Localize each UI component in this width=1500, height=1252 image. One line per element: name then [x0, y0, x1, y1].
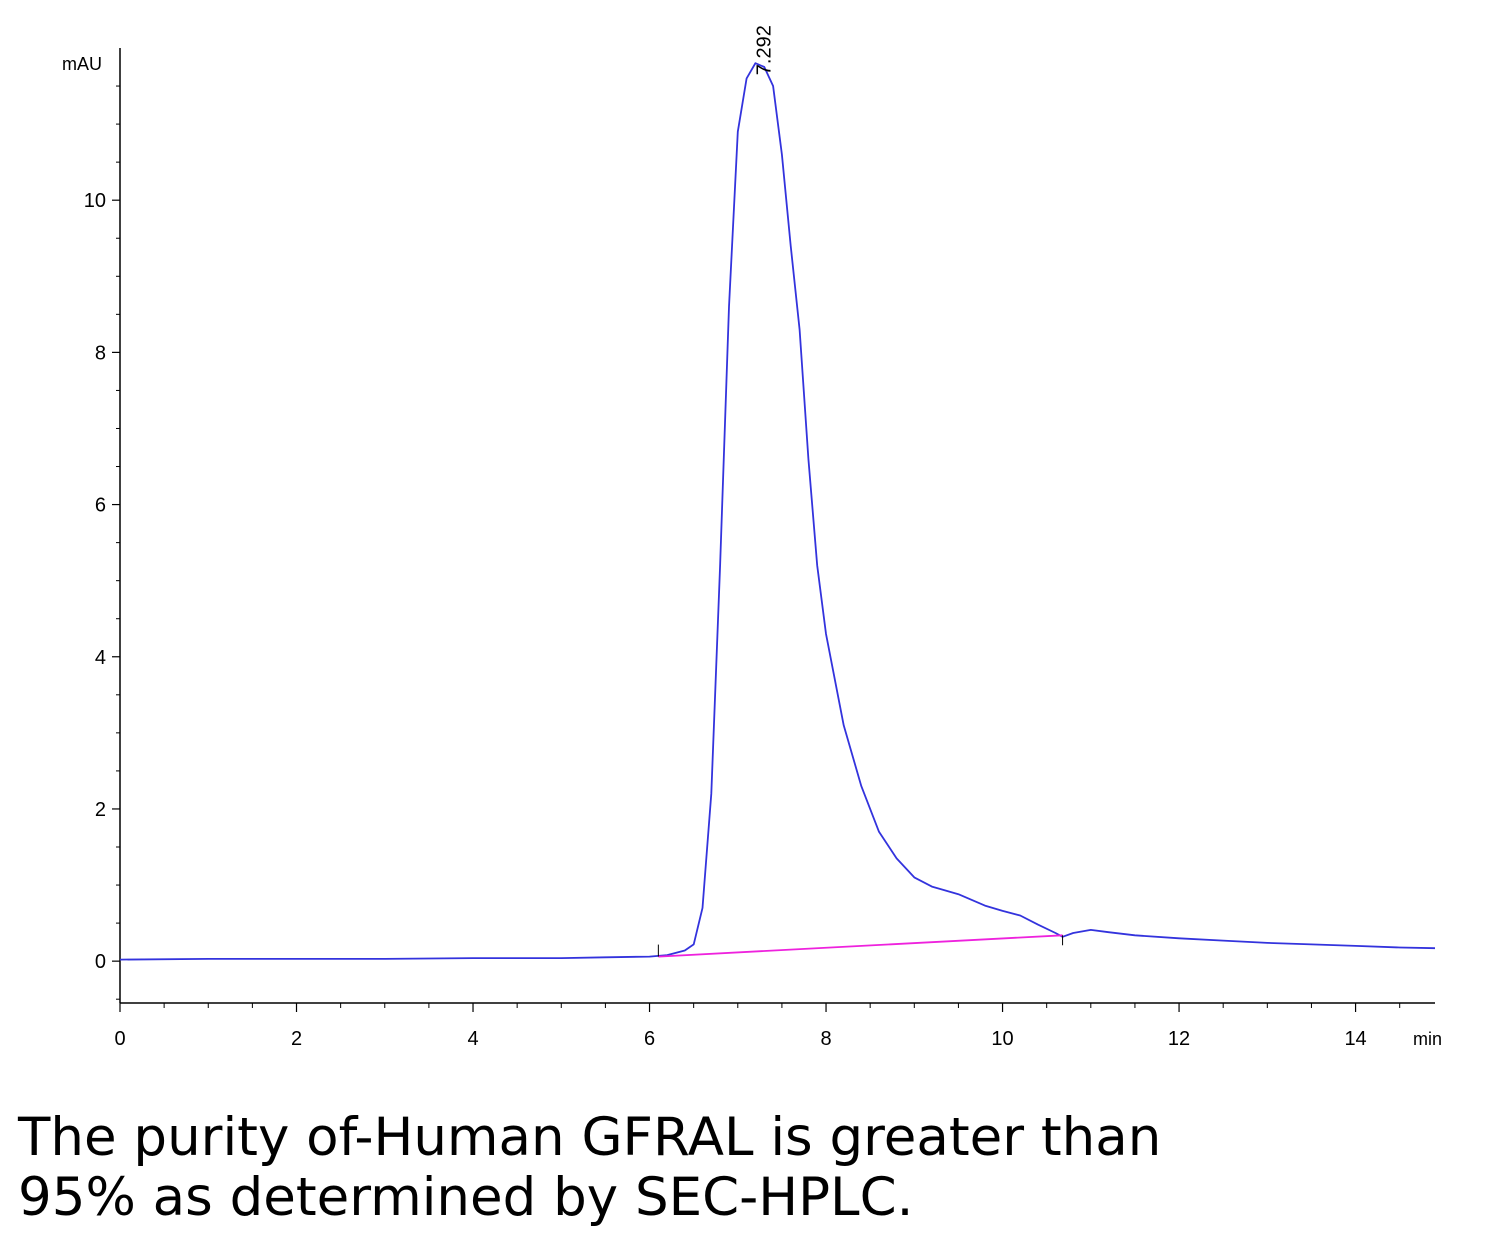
x-tick-label: 2 — [291, 1028, 302, 1050]
x-tick-label: 4 — [467, 1028, 478, 1050]
y-tick-label: 8 — [95, 342, 106, 364]
annotations: 7.292 — [754, 25, 776, 75]
x-tick-label: 14 — [1344, 1028, 1366, 1050]
x-tick-label: 12 — [1168, 1028, 1190, 1050]
x-tick-label: 10 — [991, 1028, 1013, 1050]
x-tick-label: 0 — [114, 1028, 125, 1050]
axes: 0 2 4 6 8 10 mAU 0 2 4 6 8 10 12 14 min — [62, 48, 1442, 1050]
series-group — [119, 62, 1436, 961]
y-tick-label: 10 — [84, 190, 106, 212]
peak-label: 7.292 — [754, 25, 776, 75]
y-axis-unit: mAU — [62, 54, 102, 74]
chromatogram-chart: 0 2 4 6 8 10 mAU 0 2 4 6 8 10 12 14 min 7.292 — [62, 25, 1442, 1050]
x-tick-label: 6 — [644, 1028, 655, 1050]
y-tick-label: 2 — [95, 799, 106, 821]
caption: The purity of-Human GFRAL is greater tha… — [18, 1108, 1478, 1228]
y-tick-label: 6 — [95, 495, 106, 517]
x-tick-label: 8 — [820, 1028, 831, 1050]
y-tick-label: 4 — [95, 647, 106, 669]
x-axis-unit: min — [1413, 1029, 1442, 1049]
y-tick-label: 0 — [95, 951, 106, 973]
signal-trace — [119, 62, 1436, 961]
caption-line-2: 95% as determined by SEC-HPLC. — [18, 1167, 914, 1228]
caption-line-1: The purity of-Human GFRAL is greater tha… — [18, 1107, 1162, 1168]
baseline-trace — [658, 934, 1063, 958]
